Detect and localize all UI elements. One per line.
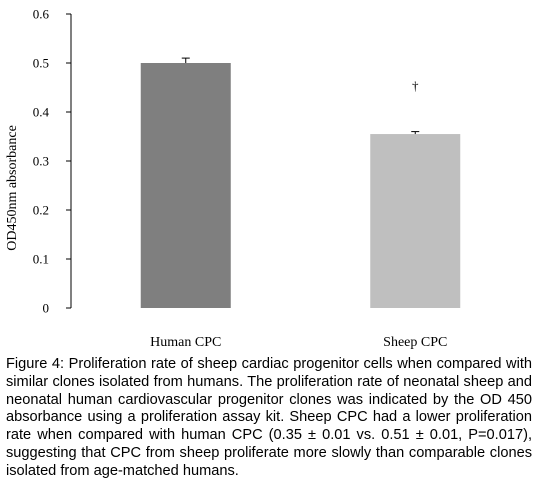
y-tick-label: 0.3 bbox=[33, 154, 49, 169]
y-tick-label: 0.4 bbox=[33, 105, 50, 120]
y-tick-label: 0.2 bbox=[33, 203, 49, 218]
bar-human-cpc bbox=[140, 63, 231, 308]
category-label: Sheep CPC bbox=[383, 335, 447, 350]
figure-caption: Figure 4: Proliferation rate of sheep ca… bbox=[6, 356, 532, 479]
y-axis-title: OD450nm absorbance bbox=[5, 125, 20, 251]
y-ticks: 0 0.1 0.2 0.3 0.4 0.5 0.6 bbox=[33, 7, 71, 316]
significance-marker: † bbox=[412, 78, 419, 93]
bar-sheep-cpc bbox=[370, 134, 461, 308]
bars: † bbox=[140, 57, 461, 308]
category-labels: Human CPC Sheep CPC bbox=[150, 335, 447, 350]
y-tick-label: 0.5 bbox=[33, 56, 49, 71]
bar-chart: OD450nm absorbance 0 0.1 0.2 0.3 0.4 0.5 0.6 †… bbox=[5, 7, 461, 350]
y-tick-label: 0.6 bbox=[33, 7, 50, 22]
y-tick-label: 0 bbox=[43, 301, 50, 316]
category-label: Human CPC bbox=[150, 335, 221, 350]
y-tick-label: 0.1 bbox=[33, 252, 49, 267]
